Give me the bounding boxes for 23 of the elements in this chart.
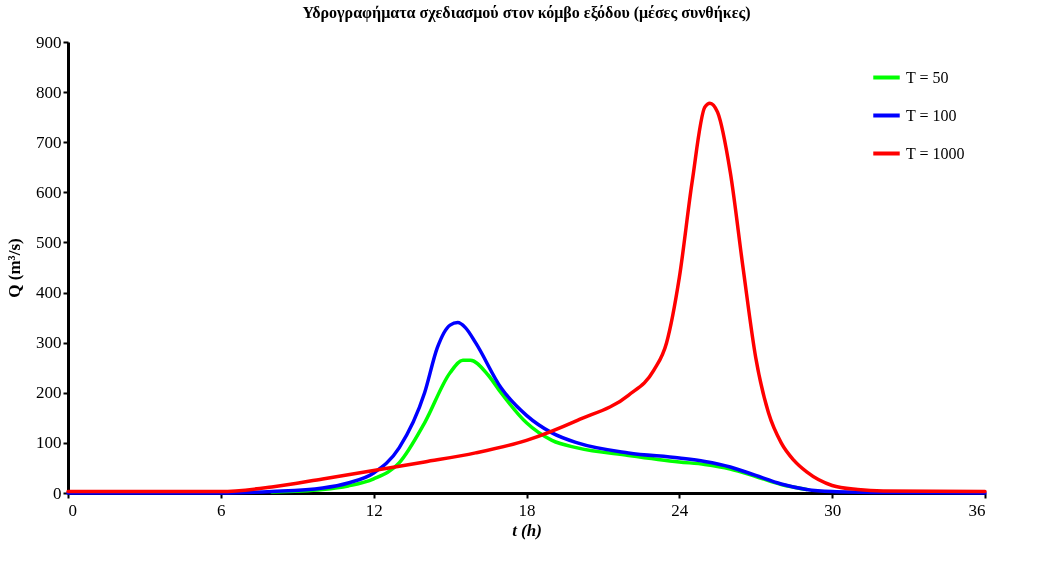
x-tick-label: 0: [68, 500, 77, 520]
x-tick-label: 36: [968, 500, 986, 520]
x-tick-label: 30: [824, 500, 842, 520]
y-tick-label: 200: [36, 383, 62, 403]
x-tick-label: 24: [671, 500, 689, 520]
y-tick-label: 700: [36, 132, 62, 152]
y-tick-label: 100: [36, 433, 62, 453]
legend-label: T = 100: [906, 106, 957, 124]
y-tick-label: 800: [36, 82, 62, 102]
y-tick-label: 300: [36, 333, 62, 353]
legend-label: T = 50: [906, 68, 949, 86]
x-tick-label: 6: [217, 500, 226, 520]
x-axis-title: t (h): [512, 520, 542, 540]
y-tick-label: 0: [53, 483, 62, 503]
x-tick-label: 12: [365, 500, 383, 520]
y-tick-label: 900: [36, 32, 62, 52]
chart-title: Υδρογραφήματα σχεδιασμού στον κόμβο εξόδου (μέσες συνθήκες): [302, 4, 751, 22]
x-tick-label: 18: [518, 500, 536, 520]
y-axis-title: Q (m³/s): [5, 238, 24, 298]
legend-label: T = 1000: [906, 144, 965, 162]
y-tick-label: 500: [36, 232, 62, 252]
y-tick-label: 600: [36, 182, 62, 202]
y-tick-label: 400: [36, 283, 62, 303]
